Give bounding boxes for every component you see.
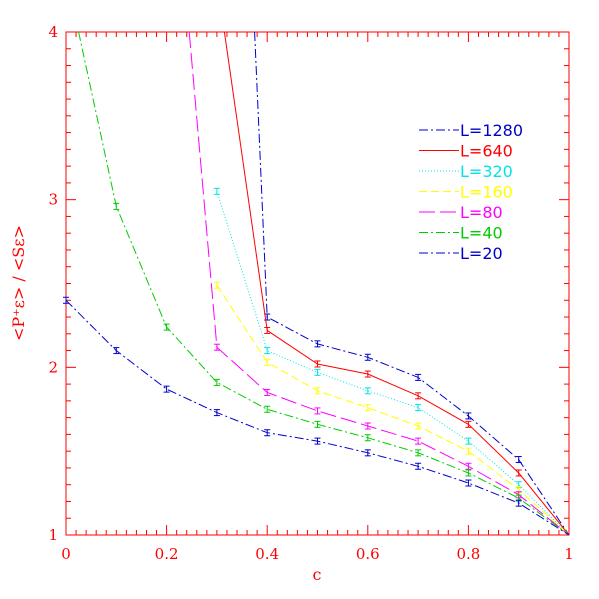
x-tick-label: 0.4 bbox=[255, 545, 279, 563]
series-layer bbox=[63, 31, 570, 536]
series-line bbox=[223, 31, 570, 536]
legend-label: L=20 bbox=[460, 244, 503, 263]
series-line bbox=[78, 31, 570, 536]
legend-label: L=160 bbox=[460, 183, 513, 202]
series-L=20 bbox=[63, 296, 570, 536]
series-L=1280 bbox=[254, 31, 570, 536]
legend-label: L=320 bbox=[460, 162, 513, 181]
series-line bbox=[254, 31, 570, 536]
series-L=160 bbox=[213, 281, 570, 536]
x-axis-title: c bbox=[313, 565, 322, 584]
series-line bbox=[65, 299, 570, 536]
tick-labels: 0 0.2 0.4 0.6 0.8 1 1 2 3 4 bbox=[48, 23, 573, 563]
series-L=40 bbox=[78, 31, 570, 536]
legend-label: L=40 bbox=[460, 224, 503, 243]
series-L=320 bbox=[213, 187, 570, 536]
y-axis-title: <P⁺ε> / <Sε> bbox=[9, 225, 28, 341]
legend-label: L=640 bbox=[460, 142, 513, 161]
series-L=640 bbox=[223, 31, 570, 536]
plot-frame bbox=[65, 31, 570, 536]
y-tick-label: 3 bbox=[48, 191, 58, 209]
y-tick-label: 1 bbox=[48, 526, 58, 544]
x-tick-label: 1 bbox=[564, 545, 574, 563]
x-tick-label: 0.2 bbox=[155, 545, 179, 563]
x-tick-label: 0 bbox=[61, 545, 71, 563]
series-L=80 bbox=[188, 31, 570, 536]
series-line bbox=[216, 284, 570, 536]
axis-ticks bbox=[65, 31, 570, 536]
y-tick-label: 4 bbox=[48, 23, 58, 41]
series-line bbox=[216, 191, 570, 536]
x-tick-label: 0.6 bbox=[356, 545, 380, 563]
y-tick-label: 2 bbox=[48, 358, 58, 376]
x-tick-label: 0.8 bbox=[456, 545, 480, 563]
legend-label: L=1280 bbox=[460, 121, 523, 140]
legend-label: L=80 bbox=[460, 203, 503, 222]
